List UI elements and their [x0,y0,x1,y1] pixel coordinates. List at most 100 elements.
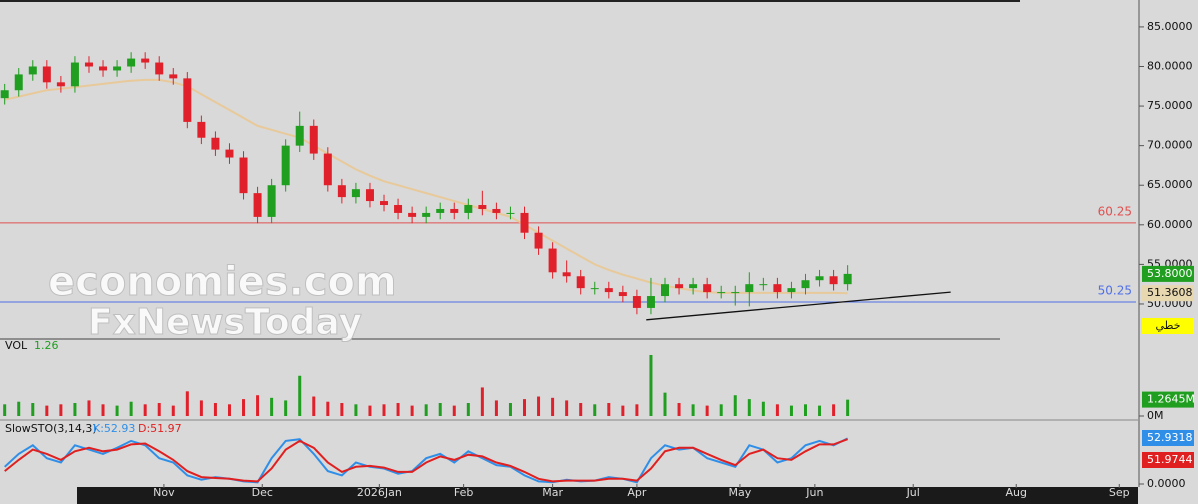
volume-bar [382,404,386,416]
stoch-title: SlowSTO(3,14,3) [5,422,97,435]
volume-bar [101,404,105,416]
candle-body [478,205,487,209]
volume-bar [649,354,653,416]
stoch-d-box [1142,452,1194,468]
volume-bar [705,405,709,416]
y-tick-label: 85.0000 [1147,20,1193,33]
y-tick-label: 70.0000 [1147,139,1193,152]
volume-bar [775,404,779,416]
volume-bar [551,397,555,416]
candle-body [84,62,93,67]
x-tick-label: Feb [454,486,473,499]
y-tick-label: 75.0000 [1147,99,1193,112]
candle-body [450,208,459,213]
candle-body [646,296,655,308]
volume-bar [396,403,400,416]
volume-legend-value: 1.26 [34,339,59,352]
volume-bar [621,405,625,416]
volume-bar [354,404,358,416]
x-tick-label: Mar [542,486,563,499]
volume-bar [3,404,7,416]
volume-bar [438,403,442,416]
volume-bar [466,403,470,416]
candle-body [548,248,557,273]
last-price-box [1142,265,1194,282]
candle-body [717,292,726,294]
candle-body [520,212,529,233]
candle-body [267,185,276,217]
candle-body [295,125,304,146]
volume-tick-label: 0M [1147,409,1164,422]
volume-bar [452,405,456,416]
candle-body [141,58,150,63]
stoch-k-box [1142,430,1194,446]
x-tick-label: Apr [627,486,647,499]
candle-body [604,288,613,293]
candle-body [380,201,389,206]
candle-body [351,189,360,198]
stoch-d-legend: D:51.97 [138,422,182,435]
candle-body [843,273,852,285]
stoch-d-last: 51.9744 [1147,453,1193,466]
volume-bar [803,404,807,416]
candle-body [675,284,684,289]
level-label: 50.25 [1098,283,1132,297]
watermark: FxNewsToday [88,302,362,343]
candle-body [323,153,332,186]
volume-bar [565,400,569,416]
candle-body [801,280,810,289]
candle-body [689,284,698,289]
stoch-k-last: 52.9318 [1147,431,1193,444]
y-tick-label: 65.0000 [1147,178,1193,191]
candle-body [365,189,374,202]
mode-label[interactable]: خطي [1156,319,1181,332]
candle-body [576,276,585,289]
candle-body [759,284,768,286]
x-tick-label: Jun [805,486,823,499]
candle-body [197,121,206,138]
x-tick-label: May [729,486,752,499]
volume-bar [677,403,681,416]
candle-body [309,125,318,154]
volume-bar [635,404,639,416]
y-tick-label: 80.0000 [1147,59,1193,72]
candle-body [815,276,824,281]
stoch-k-legend: K:52.93 [93,422,135,435]
candle-body [703,284,712,293]
candle-body [422,212,431,217]
candle-body [829,276,838,285]
candle-body [70,62,79,87]
candle-body [113,66,122,71]
candle-body [239,157,248,194]
candle-body [281,145,290,186]
volume-bar [537,396,541,416]
candle-body [562,272,571,277]
candle-body [787,288,796,293]
volume-bar [747,399,751,416]
volume-bar [480,387,484,416]
candle-body [0,90,9,99]
volume-bar [424,404,428,416]
volume-bar [256,395,260,416]
candle-body [436,208,445,213]
volume-bar [242,399,246,416]
candle-body [590,288,599,290]
candle-body [492,208,501,213]
mode-box [1142,318,1194,334]
volume-bar [789,405,793,416]
volume-bar [31,403,35,416]
stoch-d-line [4,438,848,483]
trendline [646,291,951,321]
candle-body [618,292,627,297]
volume-bar [691,404,695,416]
candle-body [183,78,192,122]
candle-body [661,284,670,297]
volume-bar [185,391,189,416]
watermark: economies.com [48,259,397,305]
volume-bar [298,375,302,416]
last-price: 53.8000 [1147,267,1193,280]
volume-bar [508,403,512,416]
volume-bar [326,401,330,416]
volume-bar [593,404,597,416]
